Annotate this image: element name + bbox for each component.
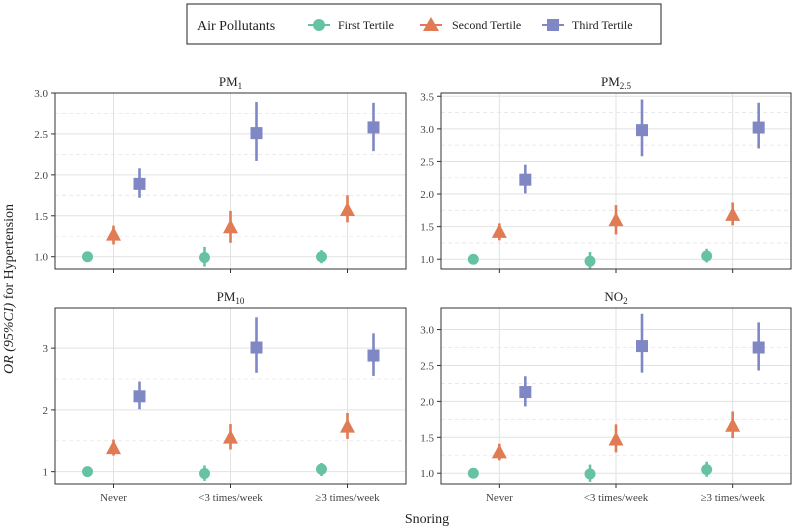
- y-tick-label: 2.5: [420, 156, 434, 168]
- point-second-tertile: [725, 417, 741, 432]
- legend-label-first-tertile: First Tertile: [338, 18, 394, 32]
- legend-item-first-tertile: First Tertile: [308, 18, 394, 32]
- panel-pm10: PM10 1 2 3 Never <3 times/week ≥3 times/week: [43, 289, 407, 504]
- point-third-tertile: [519, 173, 532, 186]
- panel-pm1: PM1 1.0 1.5 2.0 2.5 3.0: [34, 74, 407, 273]
- point-first-tertile: [467, 467, 479, 479]
- y-tick-label: 1.0: [420, 468, 434, 480]
- legend-title: Air Pollutants: [197, 19, 275, 34]
- panel-border: [54, 307, 407, 485]
- y-tick-label: 1.5: [420, 432, 434, 444]
- panel-border: [54, 92, 407, 270]
- panel-title-subscript: 2.5: [620, 81, 632, 91]
- point-third-tertile: [752, 341, 765, 354]
- point-first-tertile: [701, 464, 713, 476]
- y-tick-label: 2.0: [420, 396, 434, 408]
- legend-label-second-tertile: Second Tertile: [452, 18, 521, 32]
- point-second-tertile: [223, 219, 238, 234]
- point-second-tertile: [491, 223, 507, 238]
- panel-title: PM10: [217, 289, 245, 306]
- y-tick-label: 1.0: [420, 254, 434, 266]
- point-third-tertile: [250, 127, 263, 140]
- point-second-tertile: [106, 440, 121, 455]
- panel-title-base: PM: [601, 74, 620, 89]
- y-tick-label: 2.0: [420, 189, 434, 201]
- panel-title-base: NO: [604, 289, 623, 304]
- point-third-tertile: [367, 121, 380, 134]
- legend-key-triangle-second: [423, 17, 439, 31]
- point-second-tertile: [106, 226, 121, 241]
- point-first-tertile: [584, 255, 596, 267]
- y-tick-label: 2.5: [34, 129, 48, 141]
- point-third-tertile: [133, 390, 146, 403]
- legend-item-third-tertile: Third Tertile: [542, 18, 633, 32]
- y-axis-title: OR (95%CI) for Hypertension: [2, 204, 17, 374]
- panel-border: [440, 307, 792, 485]
- x-tick-label: ≥3 times/week: [315, 492, 380, 504]
- y-tick-label: 2: [43, 405, 49, 417]
- point-third-tertile: [133, 177, 146, 190]
- point-second-tertile: [608, 212, 624, 227]
- panel-title-base: PM: [217, 289, 236, 304]
- y-tick-label: 1.5: [420, 222, 434, 234]
- y-tick-label: 2.5: [420, 360, 434, 372]
- point-second-tertile: [223, 429, 238, 444]
- point-first-tertile: [199, 468, 210, 480]
- panel-title-base: PM: [219, 74, 238, 89]
- point-first-tertile: [82, 466, 93, 478]
- panel-border: [440, 92, 792, 270]
- point-third-tertile: [250, 341, 263, 354]
- point-second-tertile: [608, 431, 624, 446]
- y-tick-label: 1.5: [34, 211, 48, 223]
- y-tick-label: 3.5: [420, 91, 434, 103]
- point-first-tertile: [82, 251, 93, 263]
- panel-title: PM2.5: [601, 74, 632, 91]
- point-third-tertile: [367, 349, 380, 362]
- point-third-tertile: [636, 340, 648, 353]
- panel-title: PM1: [219, 74, 242, 91]
- legend-key-circle-first: [313, 19, 325, 31]
- point-first-tertile: [701, 250, 713, 262]
- point-second-tertile: [725, 206, 741, 221]
- panel-no2: NO2 1.0 1.5 2.0 2.5 3.0 Never <3 times/week ≥3 t…: [420, 289, 792, 504]
- legend-item-second-tertile: Second Tertile: [420, 17, 521, 32]
- point-first-tertile: [467, 253, 479, 265]
- point-second-tertile: [340, 202, 355, 217]
- point-first-tertile: [584, 468, 596, 480]
- y-axis-title-rest: for Hypertension: [2, 204, 17, 303]
- point-first-tertile: [316, 463, 327, 475]
- x-tick-label: ≥3 times/week: [700, 492, 765, 504]
- x-tick-label: Never: [100, 492, 127, 504]
- x-tick-label: <3 times/week: [198, 492, 263, 504]
- panel-title: NO2: [604, 289, 627, 306]
- point-second-tertile: [491, 444, 507, 459]
- x-tick-label: <3 times/week: [584, 492, 649, 504]
- y-tick-label: 1.0: [34, 252, 48, 264]
- point-first-tertile: [316, 251, 327, 263]
- y-tick-label: 3.0: [34, 88, 48, 100]
- y-tick-label: 3.0: [420, 124, 434, 136]
- panel-title-subscript: 2: [623, 296, 628, 306]
- panel-title-subscript: 1: [238, 81, 243, 91]
- point-third-tertile: [752, 121, 765, 134]
- point-third-tertile: [636, 124, 648, 137]
- y-tick-label: 2.0: [34, 170, 48, 182]
- legend-key-square-third: [547, 19, 559, 31]
- x-axis-title: Snoring: [405, 512, 449, 527]
- y-tick-label: 3.0: [420, 325, 434, 337]
- point-first-tertile: [199, 252, 210, 264]
- point-second-tertile: [340, 418, 355, 433]
- panel-pm25: PM2.51.01.52.02.53.03.5: [420, 74, 792, 273]
- y-tick-label: 3: [43, 343, 49, 355]
- y-tick-label: 1: [43, 467, 49, 479]
- legend: Air Pollutants First Tertile Second Tert…: [186, 3, 662, 45]
- x-tick-label: Never: [486, 492, 513, 504]
- panel-title-subscript: 10: [235, 296, 245, 306]
- y-axis-title-italic: OR (95%CI): [2, 302, 17, 373]
- point-third-tertile: [519, 386, 532, 399]
- legend-label-third-tertile: Third Tertile: [572, 18, 633, 32]
